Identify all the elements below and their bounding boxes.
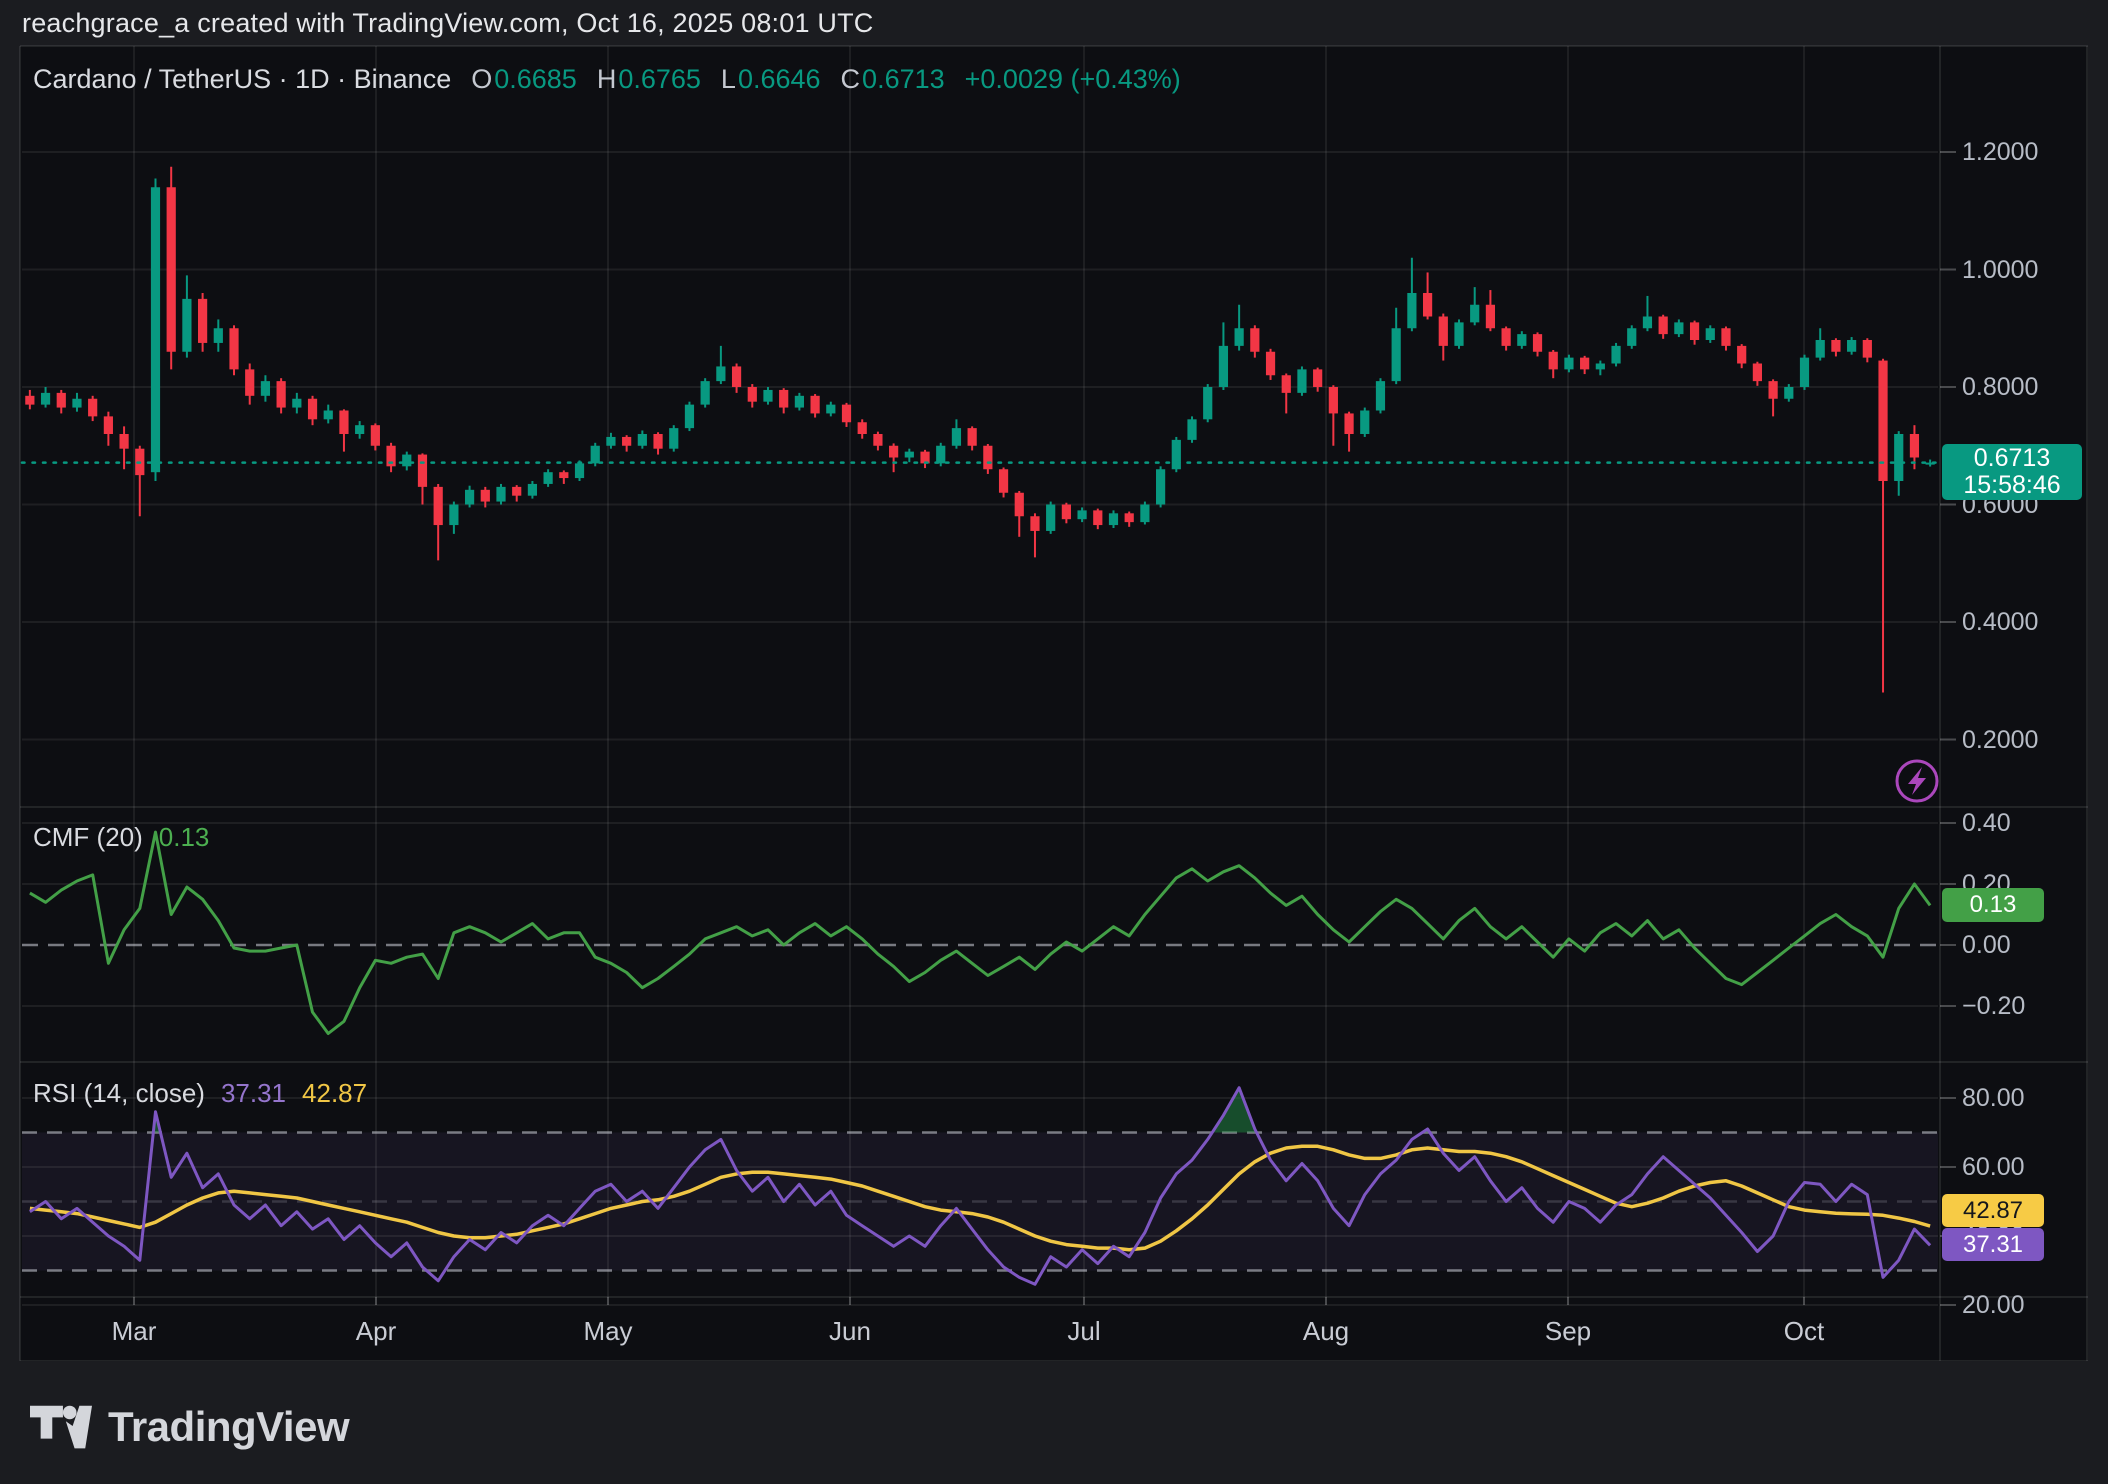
time-axis-label: Apr xyxy=(356,1316,396,1347)
cmf-title[interactable]: CMF (20) xyxy=(33,822,143,853)
tradingview-logo[interactable]: TradingView xyxy=(30,1403,349,1451)
month-gridlines xyxy=(134,46,1804,1305)
time-axis-label: May xyxy=(583,1316,632,1347)
rsi-last-value: 37.31 xyxy=(221,1078,286,1109)
time-axis-label: Jul xyxy=(1067,1316,1100,1347)
price-axis-label: 0.4000 xyxy=(1962,607,2038,637)
cmf-value-badge: 0.13 xyxy=(1942,888,2044,922)
current-price-badge: 0.6713 15:58:46 xyxy=(1942,444,2082,500)
rsi-ma-last-value: 42.87 xyxy=(302,1078,367,1109)
main-chart-legend: Cardano / TetherUS · 1D · Binance O0.668… xyxy=(33,64,1181,95)
cmf-axis-label: −0.20 xyxy=(1962,991,2025,1021)
bar-countdown: 15:58:46 xyxy=(1963,472,2060,499)
price-change: +0.0029 (+0.43%) xyxy=(965,64,1181,95)
ohlc-open: O0.6685 xyxy=(471,64,577,95)
time-axis-label: Jun xyxy=(829,1316,871,1347)
ohlc-close: C0.6713 xyxy=(841,64,945,95)
ohlc-low: L0.6646 xyxy=(721,64,821,95)
price-axis-label: 1.0000 xyxy=(1962,255,2038,285)
time-axis-label: Oct xyxy=(1784,1316,1824,1347)
price-axis-label: 0.2000 xyxy=(1962,725,2038,755)
candles xyxy=(25,167,1934,693)
rsi-title[interactable]: RSI (14, close) xyxy=(33,1078,205,1109)
rsi-ma-value-badge: 42.87 xyxy=(1942,1194,2044,1227)
tradingview-logo-text: TradingView xyxy=(108,1403,349,1451)
cmf-gridlines xyxy=(22,823,1956,1006)
tradingview-logo-icon xyxy=(30,1405,92,1449)
rsi-axis-label: 20.00 xyxy=(1962,1290,2025,1320)
rsi-value-badge: 37.31 xyxy=(1942,1228,2044,1261)
price-axis-label: 0.8000 xyxy=(1962,372,2038,402)
cmf-last-value: 0.13 xyxy=(159,822,210,853)
time-axis-label: Aug xyxy=(1303,1316,1349,1347)
symbol-title[interactable]: Cardano / TetherUS · 1D · Binance xyxy=(33,64,451,95)
flash-icon[interactable] xyxy=(1894,758,1940,804)
time-axis-label: Mar xyxy=(112,1316,157,1347)
tradingview-snapshot: reachgrace_a created with TradingView.co… xyxy=(0,0,2108,1484)
rsi-legend: RSI (14, close) 37.31 42.87 xyxy=(33,1078,367,1109)
cmf-line xyxy=(30,832,1930,1033)
ohlc-high: H0.6765 xyxy=(597,64,701,95)
cmf-axis-label: 0.00 xyxy=(1962,930,2011,960)
cmf-axis-label: 0.40 xyxy=(1962,808,2011,838)
time-axis-label: Sep xyxy=(1545,1316,1591,1347)
current-price-value: 0.6713 xyxy=(1974,445,2050,472)
rsi-axis-label: 80.00 xyxy=(1962,1083,2025,1113)
price-axis-label: 1.2000 xyxy=(1962,137,2038,167)
chart-canvas[interactable] xyxy=(0,0,2108,1484)
rsi-axis-label: 60.00 xyxy=(1962,1152,2025,1182)
footer-bar: TradingView xyxy=(0,1361,2108,1484)
cmf-legend: CMF (20) 0.13 xyxy=(33,822,209,853)
